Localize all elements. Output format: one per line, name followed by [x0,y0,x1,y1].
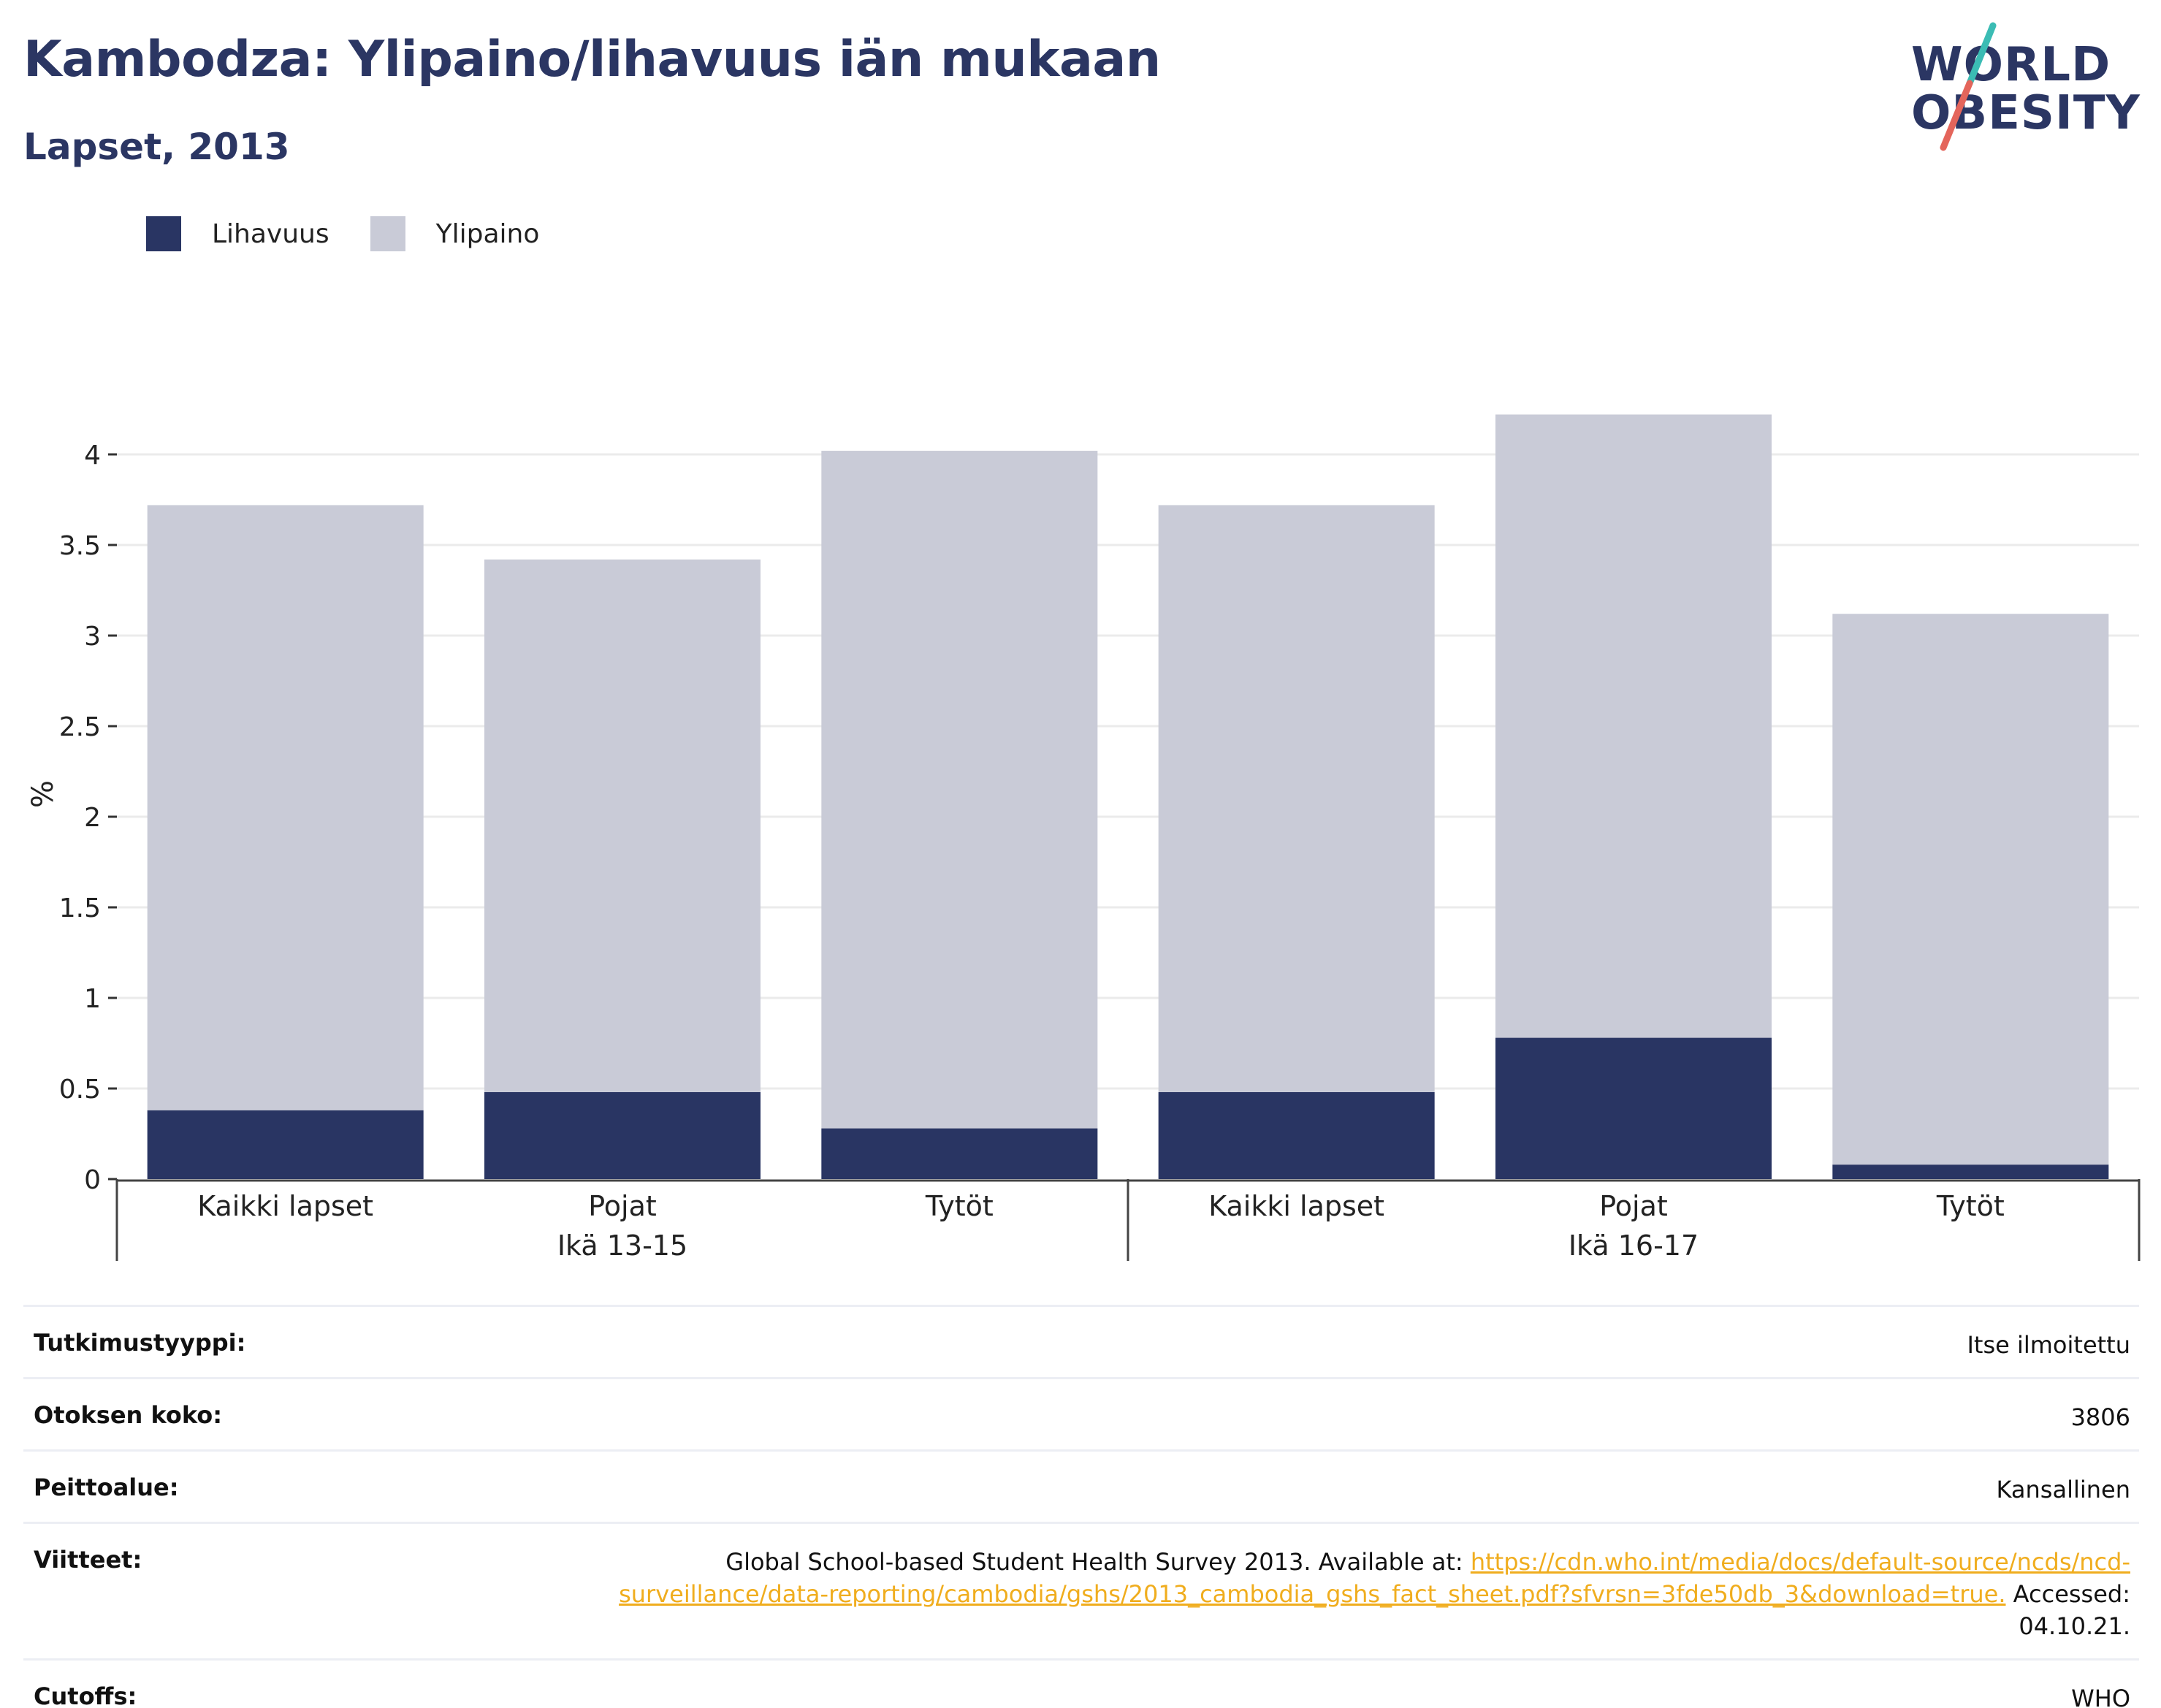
world-obesity-logo: WORLD OBESITY [1907,22,2148,153]
details-key: Otoksen koko: [34,1401,223,1429]
reference-link[interactable]: https://cdn.who.int/media/docs/default-s… [619,1548,2130,1608]
logo-slash-icon [1940,22,1997,151]
y-axis-label: % [26,780,60,808]
bar-ylipaino [484,559,761,1092]
y-tick-label: 3 [84,622,101,652]
bar-lihavuus [147,1110,424,1179]
details-value-references: Global School-based Student Health Surve… [611,1546,2130,1642]
details-row: Peittoalue: Kansallinen [23,1449,2139,1522]
bar-ylipaino [1158,505,1435,1092]
details-key: Cutoffs: [34,1682,137,1708]
details-row: Tutkimustyyppi: Itse ilmoitettu [23,1305,2139,1377]
group-label: Ikä 16-17 [1569,1229,1699,1262]
x-tick-label: Pojat [1599,1190,1668,1222]
y-tick-label: 0.5 [59,1075,101,1105]
details-value: Kansallinen [1996,1476,2130,1503]
chart-title: Kambodza: Ylipaino/lihavuus iän mukaan [23,31,1161,88]
y-tick-label: 0 [84,1165,101,1195]
x-tick-label: Pojat [588,1190,657,1222]
bar-ylipaino [147,505,424,1110]
legend-swatch-ylipaino [370,216,405,251]
details-row: Otoksen koko: 3806 [23,1377,2139,1449]
y-tick-label: 3.5 [59,531,101,561]
details-value: WHO [2071,1685,2130,1708]
details-value: 3806 [2070,1403,2130,1431]
bar-lihavuus [1495,1037,1772,1179]
chart-subtitle: Lapset, 2013 [23,126,290,168]
legend-label-lihavuus: Lihavuus [212,218,329,249]
group-label: Ikä 13-15 [557,1229,687,1262]
details-row: Viitteet: Global School-based Student He… [23,1522,2139,1658]
details-value: Itse ilmoitettu [1967,1331,2130,1359]
x-tick-label: Tytöt [925,1190,994,1222]
details-key: Viitteet: [34,1546,142,1574]
bar-chart: 0 0.5 1 1.5 2 2.5 3 3.5 4% Kaikki lapset Pojat Tytö… [26,414,2141,1262]
y-tick-label: 1.5 [59,893,101,923]
reference-text: Global School-based Student Health Surve… [725,1548,1471,1576]
reference-accessed: Accessed: 04.10.21. [2005,1580,2130,1640]
chart-legend: Lihavuus Ylipaino [146,216,580,251]
logo-text-line1: WORLD [1911,38,2111,92]
bar-lihavuus [1158,1091,1435,1179]
bar-ylipaino [1832,614,2109,1165]
bar-lihavuus [1832,1164,2109,1179]
legend-item-lihavuus[interactable]: Lihavuus [146,216,329,251]
y-tick-label: 2.5 [59,712,101,742]
details-key: Peittoalue: [34,1473,179,1501]
y-tick-label: 1 [84,984,101,1014]
details-table: Tutkimustyyppi: Itse ilmoitettu Otoksen … [23,1305,2139,1708]
details-key: Tutkimustyyppi: [34,1329,246,1357]
x-tick-label: Kaikki lapset [1208,1190,1384,1222]
x-tick-label: Kaikki lapset [197,1190,373,1222]
bar-lihavuus [484,1091,761,1179]
bar-ylipaino [821,451,1098,1129]
y-tick-label: 2 [84,803,101,833]
legend-label-ylipaino: Ylipaino [435,218,540,249]
bar-ylipaino [1495,414,1772,1038]
legend-item-ylipaino[interactable]: Ylipaino [370,216,540,251]
details-row: Cutoffs: WHO [23,1658,2139,1708]
y-tick-label: 4 [84,441,101,470]
x-tick-label: Tytöt [1936,1190,2005,1222]
bar-lihavuus [821,1128,1098,1179]
legend-swatch-lihavuus [146,216,181,251]
